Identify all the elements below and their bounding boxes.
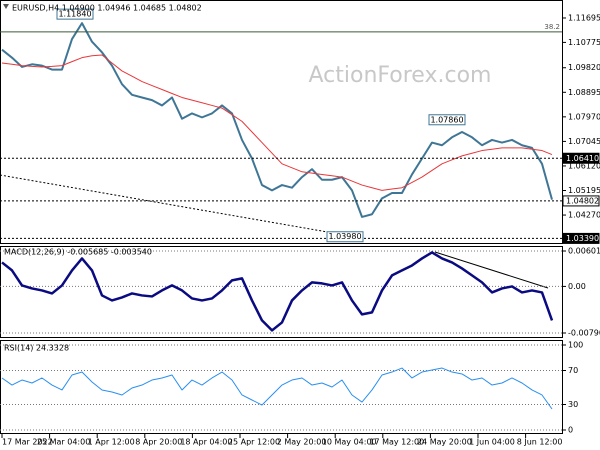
series-line bbox=[1, 22, 553, 218]
price-panel bbox=[0, 0, 563, 244]
level-label: 1.03390 bbox=[566, 234, 599, 243]
level-label: 1.04802 bbox=[566, 196, 599, 205]
y-tick-label: 1.08895 bbox=[568, 88, 600, 97]
y-tick-label: 1.09820 bbox=[568, 63, 600, 72]
x-tick-label: 1 Apr 12:00 bbox=[88, 438, 135, 447]
x-tick-label: 8 Apr 20:00 bbox=[135, 438, 182, 447]
annotation-label: 1.03980 bbox=[328, 232, 361, 241]
x-tick-label: 8 Jun 12:00 bbox=[517, 438, 563, 447]
y-tick-label: 100 bbox=[568, 341, 583, 350]
y-tick-label: 1.10775 bbox=[568, 38, 600, 47]
y-tick-label: 1.07970 bbox=[568, 112, 600, 121]
y-tick-label: 30 bbox=[568, 400, 578, 409]
y-tick-label: 1.07045 bbox=[568, 137, 600, 146]
rsi-panel bbox=[0, 340, 563, 434]
x-tick-label: 2 May 20:00 bbox=[277, 438, 327, 447]
x-tick-label: 18 Apr 04:00 bbox=[180, 438, 232, 447]
x-tick-label: 17 Mar 2022 bbox=[2, 438, 53, 447]
annotation-box bbox=[326, 231, 364, 243]
y-tick-label: 1.11695 bbox=[568, 13, 600, 22]
panel-title: EURUSD,H4 1.04900 1.04946 1.04685 1.0480… bbox=[12, 4, 202, 13]
y-tick-label: -0.007907 bbox=[568, 328, 600, 337]
y-tick-label: 0 bbox=[568, 426, 573, 435]
x-tick-label: 1 Jun 04:00 bbox=[469, 438, 515, 447]
level-box bbox=[562, 195, 600, 207]
y-tick-label: 70 bbox=[568, 366, 578, 375]
annotation-label: 1.07860 bbox=[430, 115, 463, 124]
series-line bbox=[1, 367, 553, 410]
y-tick-label: 1.04270 bbox=[568, 211, 600, 220]
trend-line bbox=[0, 174, 363, 239]
x-tick-label: 24 May 20:00 bbox=[417, 438, 472, 447]
panel-title: RSI(14) 24.3328 bbox=[4, 344, 69, 353]
annotation-label: 1.11840 bbox=[58, 10, 91, 19]
macd-panel bbox=[0, 246, 563, 338]
x-tick-label: 17 May 12:00 bbox=[369, 438, 424, 447]
x-tick-label: 25 Mar 04:00 bbox=[37, 438, 90, 447]
x-tick-label: 25 Apr 12:00 bbox=[228, 438, 280, 447]
y-tick-label: 0.00 bbox=[568, 282, 586, 291]
y-tick-label: 0.006012 bbox=[568, 247, 600, 256]
level-box bbox=[562, 232, 600, 244]
x-tick-label: 10 May 04:00 bbox=[322, 438, 377, 447]
series-line bbox=[1, 251, 554, 332]
level-label: 38.2 bbox=[544, 23, 560, 31]
panel-title: MACD(12,26,9) -0.005685 -0.003540 bbox=[4, 248, 152, 257]
annotation-box bbox=[56, 8, 94, 20]
level-label: 1.06410 bbox=[566, 154, 599, 163]
level-box bbox=[562, 152, 600, 164]
y-tick-label: 1.06120 bbox=[568, 161, 600, 170]
watermark: ActionForex.com bbox=[309, 63, 492, 88]
y-tick-label: 1.05195 bbox=[568, 186, 600, 195]
symbol-icon bbox=[3, 4, 9, 9]
annotation-box bbox=[428, 114, 466, 126]
macd-trend-line bbox=[434, 251, 549, 289]
